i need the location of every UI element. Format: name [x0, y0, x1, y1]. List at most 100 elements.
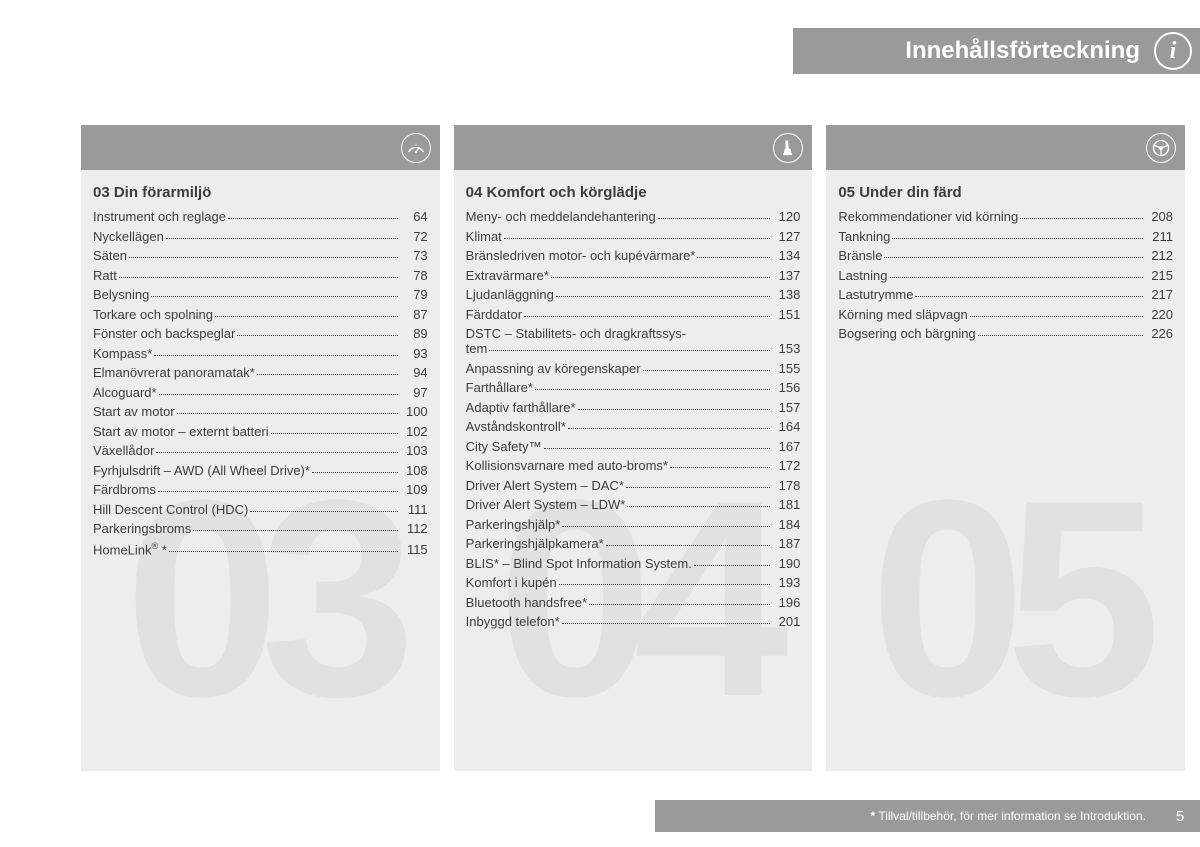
- leader-dots: [166, 238, 398, 239]
- toc-column: 0404 Komfort och körglädjeMeny- och medd…: [454, 125, 813, 771]
- entry-page: 111: [400, 502, 428, 517]
- entry-page: 172: [772, 458, 800, 473]
- leader-dots: [250, 511, 397, 512]
- info-icon: i: [1154, 32, 1192, 70]
- leader-dots: [694, 565, 771, 566]
- entry-label: Adaptiv farthållare*: [466, 400, 576, 415]
- entry-label: Bluetooth handsfree*: [466, 595, 587, 610]
- leader-dots: [670, 467, 770, 468]
- entry-page: 102: [400, 424, 428, 439]
- leader-dots: [119, 277, 398, 278]
- column-header: [81, 125, 440, 170]
- toc-entry: Parkeringshjälpkamera* 187: [466, 536, 801, 551]
- entry-label: Driver Alert System – LDW*: [466, 497, 626, 512]
- entry-label: Torkare och spolning: [93, 307, 213, 322]
- leader-dots: [158, 491, 398, 492]
- leader-dots: [562, 623, 771, 624]
- toc-entry: Farthållare* 156: [466, 380, 801, 395]
- entry-label: Bogsering och bärgning: [838, 326, 975, 341]
- leader-dots: [129, 257, 398, 258]
- leader-dots: [578, 409, 771, 410]
- entry-label: Hill Descent Control (HDC): [93, 502, 248, 517]
- entry-label: Klimat: [466, 229, 502, 244]
- entry-label: Fyrhjulsdrift – AWD (All Wheel Drive)*: [93, 463, 310, 478]
- entry-label: Växellådor: [93, 443, 154, 458]
- entry-label: Meny- och meddelandehantering: [466, 209, 656, 224]
- leader-dots: [978, 335, 1143, 336]
- entry-page: 215: [1145, 268, 1173, 283]
- entry-label: Körning med släpvagn: [838, 307, 967, 322]
- entry-label: Farthållare*: [466, 380, 533, 395]
- toc-entry: Elmanövrerat panoramatak* 94: [93, 365, 428, 380]
- leader-dots: [562, 526, 770, 527]
- entry-page: 193: [772, 575, 800, 590]
- entry-page: 138: [772, 287, 800, 302]
- entry-label: Kompass*: [93, 346, 152, 361]
- leader-dots: [544, 448, 771, 449]
- chapter-heading: 03 Din förarmiljö: [93, 184, 428, 201]
- entry-label: Nyckellägen: [93, 229, 164, 244]
- leader-dots: [151, 296, 397, 297]
- gauge-icon: [401, 133, 431, 163]
- entry-label: Start av motor: [93, 404, 175, 419]
- entry-label: BLIS* – Blind Spot Information System.: [466, 556, 692, 571]
- column-header: [454, 125, 813, 170]
- entry-page: 164: [772, 419, 800, 434]
- leader-dots: [970, 316, 1143, 317]
- toc-entry: BLIS* – Blind Spot Information System. 1…: [466, 556, 801, 571]
- entry-label: Rekommendationer vid körning: [838, 209, 1018, 224]
- column-header: [826, 125, 1185, 170]
- entry-label: Komfort i kupén: [466, 575, 557, 590]
- entry-page: 97: [400, 385, 428, 400]
- leader-dots: [177, 413, 398, 414]
- entry-label: Parkeringshjälpkamera*: [466, 536, 604, 551]
- toc-entry: Instrument och reglage64: [93, 209, 428, 224]
- entry-label: Bränsledriven motor- och kupévärmare*: [466, 248, 696, 263]
- entry-label: Start av motor – externt batteri: [93, 424, 269, 439]
- toc-entry: Ratt78: [93, 268, 428, 283]
- entry-page: 89: [400, 326, 428, 341]
- entry-page: 156: [772, 380, 800, 395]
- entry-label: Inbyggd telefon*: [466, 614, 560, 629]
- toc-entry: Parkeringshjälp*184: [466, 517, 801, 532]
- entry-page: 196: [772, 595, 800, 610]
- leader-dots: [535, 389, 770, 390]
- entry-page: 120: [772, 209, 800, 224]
- toc-columns: 0303 Din förarmiljöInstrument och reglag…: [81, 125, 1185, 771]
- toc-entry: DSTC – Stabilitets- och dragkraftssys- t…: [466, 326, 801, 356]
- leader-dots: [271, 433, 398, 434]
- entry-label: Anpassning av köregenskaper: [466, 361, 641, 376]
- toc-entry: Hill Descent Control (HDC) 111: [93, 502, 428, 517]
- entry-label: Extravärmare*: [466, 268, 549, 283]
- toc-entry: HomeLink® * 115: [93, 541, 428, 557]
- entry-label: Lastning: [838, 268, 887, 283]
- entry-label: HomeLink® *: [93, 541, 167, 557]
- entry-page: 64: [400, 209, 428, 224]
- toc-entry: Avståndskontroll*164: [466, 419, 801, 434]
- entry-page: 87: [400, 307, 428, 322]
- entry-page: 220: [1145, 307, 1173, 322]
- entry-page: 94: [400, 365, 428, 380]
- chapter-heading: 04 Komfort och körglädje: [466, 184, 801, 201]
- entry-label: Parkeringshjälp*: [466, 517, 561, 532]
- leader-dots: [154, 355, 397, 356]
- entry-page: 167: [772, 439, 800, 454]
- leader-dots: [257, 374, 398, 375]
- entry-label: Driver Alert System – DAC*: [466, 478, 624, 493]
- entry-page: 187: [772, 536, 800, 551]
- toc-entry: Start av motor – externt batteri 102: [93, 424, 428, 439]
- entry-page: 73: [400, 248, 428, 263]
- leader-dots: [559, 584, 771, 585]
- entry-page: 155: [772, 361, 800, 376]
- footnote-text: * Tillval/tillbehör, för mer information…: [655, 809, 1160, 823]
- toc-entry: City Safety™167: [466, 439, 801, 454]
- entry-page: 157: [772, 400, 800, 415]
- page-footer: * Tillval/tillbehör, för mer information…: [655, 800, 1200, 832]
- chapter-heading: 05 Under din färd: [838, 184, 1173, 201]
- toc-entry: Fyrhjulsdrift – AWD (All Wheel Drive)*10…: [93, 463, 428, 478]
- leader-dots: [626, 487, 770, 488]
- entry-label: Ratt: [93, 268, 117, 283]
- entry-page: 115: [400, 542, 428, 557]
- leader-dots: [159, 394, 398, 395]
- entry-label: Färddator: [466, 307, 522, 322]
